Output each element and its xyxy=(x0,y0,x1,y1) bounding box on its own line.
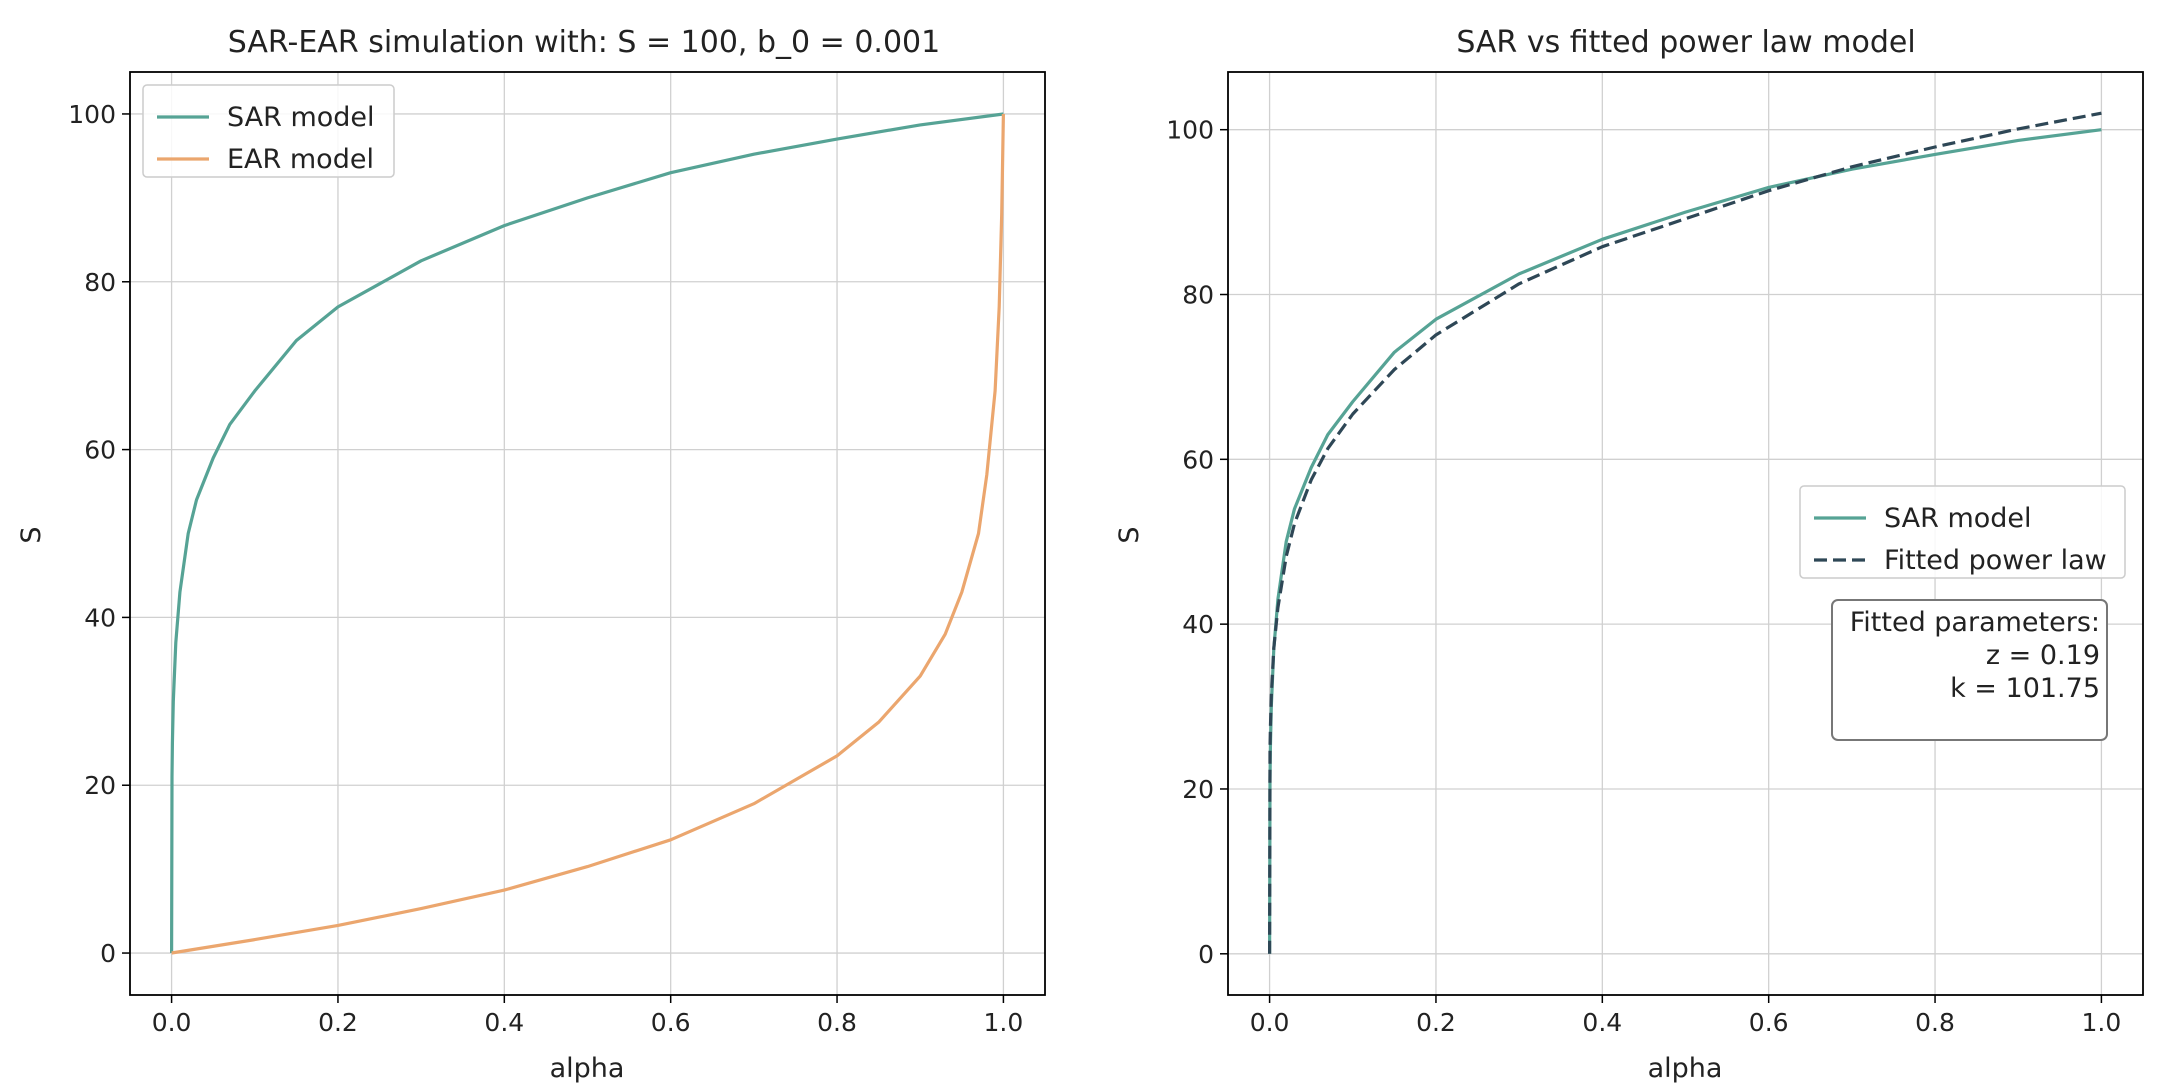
right-x-tick-label-0-8: 0.8 xyxy=(1915,1008,1955,1037)
left-legend: SAR model EAR model xyxy=(142,84,395,178)
left-series-ear-model xyxy=(171,113,1005,955)
left-y-tick-label-80: 80 xyxy=(84,268,116,297)
annotation-line-2: z = 0.19 xyxy=(1986,640,2100,671)
left-y-tick-label-100: 100 xyxy=(68,100,116,129)
left-grid xyxy=(130,72,1045,995)
left-x-tick-label-1-0: 1.0 xyxy=(984,1008,1024,1037)
right-series-fitted-power-law xyxy=(1268,111,2102,954)
right-chart-title: SAR vs fitted power law model xyxy=(1456,25,1915,60)
right-y-tick-label-0: 0 xyxy=(1198,940,1214,969)
left-plot-frame xyxy=(129,71,1046,996)
left-legend-label-ear-model: EAR model xyxy=(227,144,374,175)
annotation-box xyxy=(1831,599,2108,741)
fitted-parameters-annotation: Fitted parameters: z = 0.19 k = 101.75 xyxy=(1831,599,2108,741)
left-legend-label-sar-model: SAR model xyxy=(227,102,375,133)
right-y-tick-label-80: 80 xyxy=(1182,281,1214,310)
left-x-axis-label: alpha xyxy=(550,1053,625,1084)
left-x-tick-label-0-6: 0.6 xyxy=(651,1008,691,1037)
right-x-tick-label-1-0: 1.0 xyxy=(2082,1008,2122,1037)
right-y-tick-label-100: 100 xyxy=(1166,116,1214,145)
left-chart: SAR-EAR simulation with: S = 100, b_0 = … xyxy=(16,25,1046,1084)
annotation-line-1: Fitted parameters: xyxy=(1850,607,2100,638)
left-y-tick-label-20: 20 xyxy=(84,771,116,800)
right-x-tick-label-0-6: 0.6 xyxy=(1749,1008,1789,1037)
left-y-tick-label-0: 0 xyxy=(100,939,116,968)
annotation-line-3: k = 101.75 xyxy=(1950,673,2100,704)
right-y-tick-label-40: 40 xyxy=(1182,610,1214,639)
right-legend-label-fitted-power-law: Fitted power law xyxy=(1884,545,2107,576)
right-series xyxy=(1268,111,2102,954)
right-y-tick-label-20: 20 xyxy=(1182,775,1214,804)
left-x-tick-label-0-4: 0.4 xyxy=(484,1008,524,1037)
left-y-tick-label-60: 60 xyxy=(84,436,116,465)
left-x-tick-label-0-0: 0.0 xyxy=(152,1008,192,1037)
left-y-axis-label: S xyxy=(16,526,47,543)
left-chart-title: SAR-EAR simulation with: S = 100, b_0 = … xyxy=(228,25,940,60)
left-y-tick-label-40: 40 xyxy=(84,603,116,632)
right-chart: SAR vs fitted power law model 0.0 0.2 0.4 0… xyxy=(1114,25,2144,1084)
left-x-tick-label-0-8: 0.8 xyxy=(817,1008,857,1037)
left-ticks: 0.0 0.2 0.4 0.6 0.8 1.0 0 20 40 60 80 100 xyxy=(68,100,1023,1037)
right-legend: SAR model Fitted power law xyxy=(1799,485,2126,579)
left-series-sar-model xyxy=(170,112,1004,954)
right-x-tick-label-0-4: 0.4 xyxy=(1582,1008,1622,1037)
right-legend-box xyxy=(1799,485,2126,579)
left-legend-box xyxy=(142,84,395,178)
right-y-tick-label-60: 60 xyxy=(1182,445,1214,474)
left-x-tick-label-0-2: 0.2 xyxy=(318,1008,358,1037)
right-x-axis-label: alpha xyxy=(1648,1053,1723,1084)
right-x-tick-label-0-0: 0.0 xyxy=(1250,1008,1290,1037)
right-legend-label-sar-model: SAR model xyxy=(1884,503,2032,534)
right-ticks: 0.0 0.2 0.4 0.6 0.8 1.0 0 20 40 60 80 100 xyxy=(1166,116,2121,1037)
right-y-axis-label: S xyxy=(1114,526,1145,543)
right-plot-frame xyxy=(1227,71,2144,996)
left-series xyxy=(170,112,1005,955)
right-x-tick-label-0-2: 0.2 xyxy=(1416,1008,1456,1037)
